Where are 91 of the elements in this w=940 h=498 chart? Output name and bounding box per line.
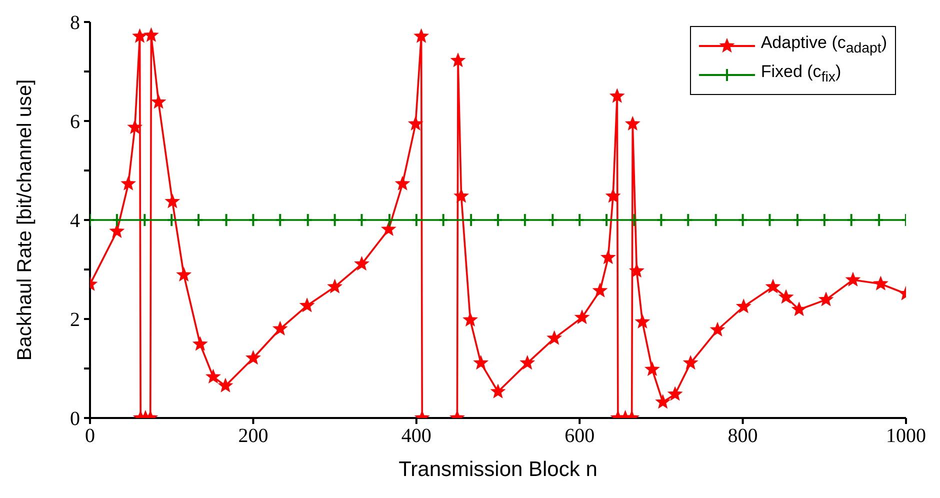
y-tick-label: 4 (70, 210, 80, 232)
point (547, 330, 562, 344)
point (411, 213, 422, 227)
point (132, 28, 147, 42)
point (818, 292, 834, 306)
point (450, 53, 466, 67)
x-tick-label: 1000 (886, 425, 926, 448)
point (395, 176, 410, 190)
point (574, 213, 585, 227)
point (275, 213, 286, 227)
point (218, 378, 233, 392)
point (221, 213, 232, 227)
point (140, 213, 150, 227)
point (463, 312, 478, 326)
point (414, 28, 428, 42)
x-tick-label: 800 (728, 425, 758, 448)
point (354, 256, 369, 270)
point (630, 264, 644, 278)
legend-label: Fixed (c$_{fix}$) (760, 61, 842, 88)
point (574, 310, 590, 324)
point (490, 384, 506, 398)
point (438, 213, 448, 227)
point (710, 213, 721, 227)
y-tick-label: 0 (70, 408, 80, 430)
point (408, 116, 423, 130)
point (356, 213, 367, 227)
point (330, 213, 340, 227)
point (474, 356, 488, 370)
point (846, 272, 860, 286)
point (273, 322, 288, 335)
point (300, 298, 314, 312)
point (151, 94, 166, 108)
point (466, 213, 476, 227)
point (635, 314, 650, 328)
point (668, 386, 682, 400)
point (656, 213, 666, 227)
point (193, 336, 208, 350)
point (121, 176, 136, 190)
point (874, 213, 884, 227)
x-tick-label: 0 (85, 425, 95, 448)
point (384, 213, 394, 227)
point (656, 394, 670, 408)
point (110, 224, 124, 238)
point (792, 302, 806, 316)
point (874, 276, 888, 290)
point (736, 299, 751, 313)
point (592, 283, 608, 297)
y-tick-label: 6 (70, 111, 80, 134)
point (738, 213, 748, 227)
point (112, 213, 122, 227)
point (764, 213, 775, 227)
point (602, 213, 612, 227)
x-tick-label: 400 (401, 425, 432, 448)
point (493, 213, 503, 227)
point (246, 350, 260, 364)
y-axis-title: Backhaul Rate [bit/channel use] (14, 79, 36, 361)
legend-label: Adaptive (c$_{adapt}$) (760, 32, 887, 58)
point (792, 213, 802, 227)
point (645, 362, 660, 376)
point (819, 213, 830, 227)
point (610, 88, 624, 102)
point (382, 222, 396, 236)
point (328, 279, 342, 293)
y-tick-label: 2 (70, 309, 80, 332)
point (166, 213, 177, 227)
point (629, 213, 640, 227)
point (176, 268, 191, 282)
point (206, 370, 220, 383)
point (128, 120, 142, 134)
point (520, 213, 530, 227)
point (778, 290, 794, 304)
point (766, 279, 780, 293)
point (606, 188, 620, 202)
point (683, 213, 694, 227)
point (165, 194, 180, 208)
point (548, 213, 558, 227)
x-tick-label: 200 (238, 425, 268, 448)
point (302, 213, 313, 227)
point (144, 28, 158, 42)
point (710, 322, 725, 336)
x-tick-label: 600 (564, 425, 595, 448)
point (601, 250, 616, 264)
point (684, 356, 698, 370)
point (248, 213, 258, 227)
point (194, 213, 204, 227)
y-tick-label: 8 (70, 12, 80, 34)
point (520, 356, 534, 370)
x-axis-title: Transmission Block n (398, 458, 598, 481)
point (846, 213, 856, 227)
point (454, 188, 468, 202)
point (626, 116, 640, 130)
